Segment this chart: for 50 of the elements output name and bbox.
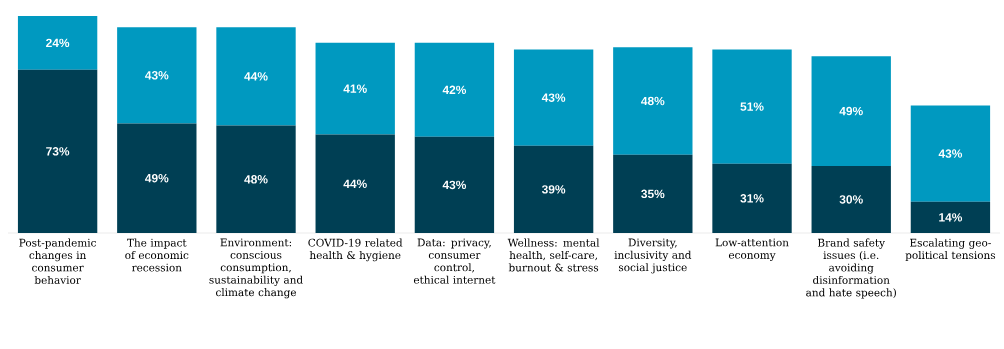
- bar: [117, 27, 197, 124]
- x-tick-label: Environment: conscious consumption, sustainability and climate change: [209, 238, 303, 299]
- x-tick-label: Post-pandemic changes in consumer behavior: [19, 238, 96, 284]
- data-label: 51%: [740, 102, 764, 111]
- data-label: 42%: [442, 85, 467, 95]
- bar: [17, 69, 98, 233]
- data-label: 30%: [839, 195, 863, 204]
- bar: [811, 165, 891, 233]
- bar: [315, 42, 395, 135]
- x-tick-label: Escalating geo-political tensions: [905, 238, 996, 262]
- data-label: 43%: [541, 93, 566, 102]
- x-tick-label: Brand safety issues (i.e. avoiding disinformation and hate speech): [806, 238, 896, 299]
- bar: [315, 134, 395, 233]
- x-tick-label: The impact of economic recession: [125, 238, 189, 272]
- bar: [910, 105, 991, 202]
- data-label: 41%: [343, 84, 367, 93]
- data-label: 44%: [244, 72, 268, 81]
- data-label: 49%: [145, 173, 169, 183]
- data-label: 43%: [442, 180, 467, 190]
- data-label: 35%: [641, 189, 665, 199]
- bar: [216, 125, 296, 233]
- bar: [712, 49, 792, 164]
- data-label: 49%: [839, 106, 863, 116]
- x-tick-label: Wellness: mental health, self-care, burnout & stress: [507, 238, 600, 272]
- data-label: 48%: [641, 96, 665, 106]
- x-tick-label: COVID-19 related health & hygiene: [308, 238, 403, 262]
- bar: [613, 47, 693, 155]
- bar: [513, 49, 594, 146]
- bar: [414, 42, 495, 137]
- bar: [216, 27, 296, 126]
- bar: [17, 16, 98, 70]
- bar: [513, 145, 594, 233]
- x-tick-label: Data: privacy, consumer control, ethical internet: [413, 238, 496, 284]
- data-label: 14%: [939, 213, 963, 222]
- data-label: 43%: [938, 149, 963, 158]
- bar: [712, 163, 792, 233]
- x-tick-label: Diversity, inclusivity and social justice: [614, 238, 692, 274]
- data-label: 39%: [541, 185, 566, 194]
- data-label: 48%: [244, 175, 268, 184]
- x-tick-label: Low-attention economy: [715, 238, 789, 261]
- bar: [613, 154, 693, 233]
- bar: [811, 56, 891, 166]
- data-label: 24%: [46, 38, 70, 48]
- bar: [117, 123, 197, 233]
- data-label: 73%: [46, 147, 70, 156]
- data-label: 44%: [343, 179, 367, 188]
- bar: [414, 136, 495, 233]
- data-label: 43%: [145, 71, 169, 80]
- data-label: 31%: [740, 194, 764, 203]
- bar: [910, 201, 991, 233]
